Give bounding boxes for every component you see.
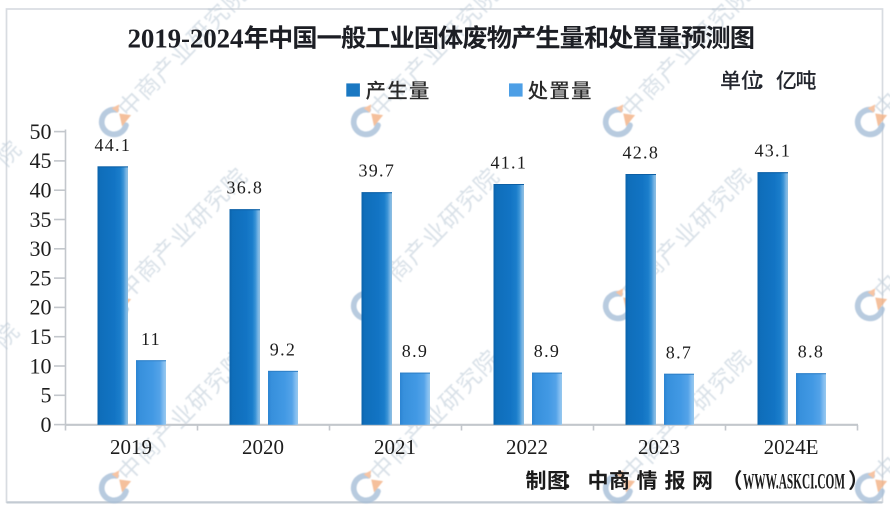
svg-text:8.9: 8.9 [534,341,560,361]
svg-text:35: 35 [30,207,52,232]
svg-text:40: 40 [30,178,52,203]
svg-text:39.7: 39.7 [358,161,395,181]
svg-text:15: 15 [30,324,52,349]
svg-text:44.1: 44.1 [94,135,131,155]
svg-text:36.8: 36.8 [226,178,263,198]
svg-text:2024E: 2024E [764,435,819,459]
svg-text:5: 5 [41,383,52,408]
svg-text:41.1: 41.1 [490,153,527,173]
svg-text:2023: 2023 [638,435,680,459]
svg-text:WWW.ASKCI.COM: WWW.ASKCI.COM [743,469,845,494]
svg-text:30: 30 [30,236,52,261]
svg-text:2019-2024: 2019-2024 [128,24,244,54]
svg-text:45: 45 [30,148,52,173]
svg-text:8.8: 8.8 [798,342,824,362]
svg-text:2019: 2019 [110,435,152,459]
svg-text:9.2: 9.2 [270,339,296,359]
svg-text:43.1: 43.1 [754,141,791,161]
svg-text:8.9: 8.9 [402,341,428,361]
svg-text:2020: 2020 [242,435,284,459]
svg-text:11: 11 [141,329,161,349]
svg-text:25: 25 [30,265,52,290]
svg-text:8.7: 8.7 [666,342,692,362]
svg-text:20: 20 [30,295,52,320]
svg-text:50: 50 [30,119,52,144]
svg-text:10: 10 [30,353,52,378]
svg-text:42.8: 42.8 [622,143,659,163]
svg-text:2022: 2022 [506,435,548,459]
svg-text:2021: 2021 [374,435,416,459]
svg-text:0: 0 [41,412,52,437]
